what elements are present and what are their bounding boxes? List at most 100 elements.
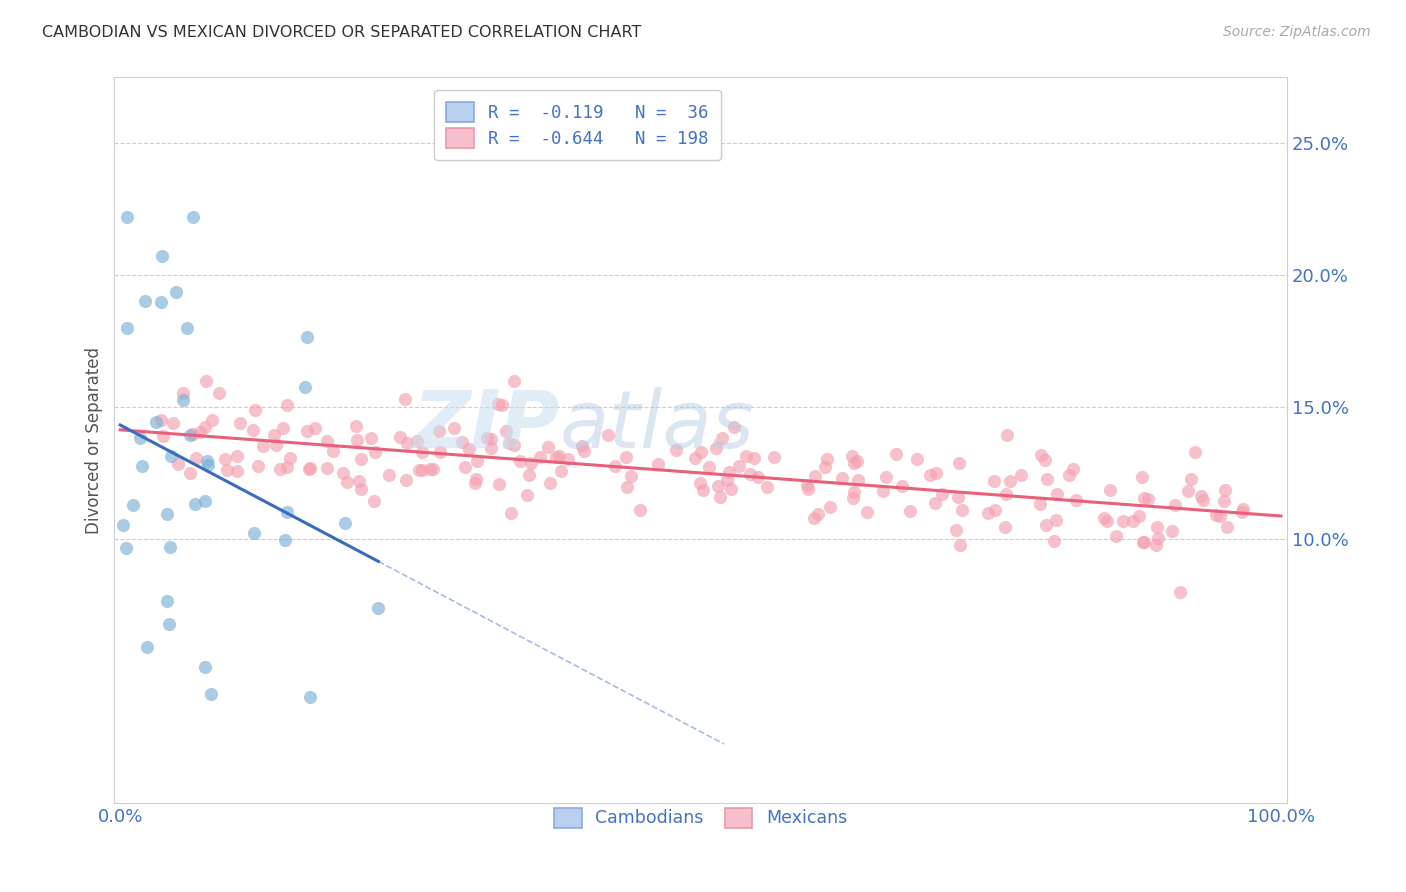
Point [408, 463, 430, 477]
Point [509, 454, 531, 468]
Point [395, 473, 418, 487]
Point [796, 478, 818, 492]
Point [347, 474, 370, 488]
Point [831, 471, 853, 485]
Point [1136, 491, 1159, 506]
Point [181, 427, 204, 442]
Point [814, 459, 837, 474]
Point [464, 476, 486, 491]
Point [501, 506, 523, 520]
Point [1028, 497, 1050, 511]
Point [194, 493, 217, 508]
Point [1133, 491, 1156, 506]
Point [394, 392, 416, 407]
Point [149, 294, 172, 309]
Point [891, 478, 914, 492]
Point [742, 451, 765, 466]
Point [156, 507, 179, 521]
Point [924, 496, 946, 510]
Point [1205, 508, 1227, 522]
Point [1031, 448, 1053, 462]
Point [998, 474, 1021, 488]
Point [1160, 524, 1182, 539]
Point [364, 445, 387, 459]
Point [346, 433, 368, 447]
Point [150, 249, 173, 263]
Point [304, 421, 326, 435]
Point [276, 398, 298, 412]
Point [728, 459, 751, 474]
Point [596, 427, 619, 442]
Point [1213, 493, 1236, 508]
Point [704, 442, 727, 456]
Point [111, 518, 134, 533]
Point [266, 438, 288, 452]
Point [134, 293, 156, 308]
Point [1184, 445, 1206, 459]
Point [1043, 533, 1066, 548]
Point [252, 440, 274, 454]
Point [502, 374, 524, 388]
Point [157, 617, 180, 632]
Point [299, 461, 322, 475]
Point [616, 479, 638, 493]
Text: Source: ZipAtlas.com: Source: ZipAtlas.com [1223, 25, 1371, 39]
Text: CAMBODIAN VS MEXICAN DIVORCED OR SEPARATED CORRELATION CHART: CAMBODIAN VS MEXICAN DIVORCED OR SEPARAT… [42, 25, 641, 40]
Point [179, 428, 201, 442]
Point [295, 424, 318, 438]
Point [298, 462, 321, 476]
Point [949, 538, 972, 552]
Point [709, 490, 731, 504]
Point [720, 482, 742, 496]
Point [360, 432, 382, 446]
Point [1111, 514, 1133, 528]
Point [529, 450, 551, 465]
Point [516, 488, 538, 502]
Point [378, 467, 401, 482]
Point [225, 464, 247, 478]
Point [419, 461, 441, 475]
Point [388, 429, 411, 443]
Point [931, 487, 953, 501]
Point [946, 491, 969, 505]
Point [605, 458, 627, 473]
Point [422, 462, 444, 476]
Point [333, 516, 356, 530]
Point [846, 473, 869, 487]
Point [1128, 508, 1150, 523]
Point [491, 398, 513, 412]
Point [166, 458, 188, 472]
Point [269, 462, 291, 476]
Point [797, 482, 820, 496]
Point [1064, 492, 1087, 507]
Point [1192, 492, 1215, 507]
Point [948, 457, 970, 471]
Point [215, 463, 238, 477]
Point [242, 423, 264, 437]
Point [162, 416, 184, 430]
Point [263, 427, 285, 442]
Point [150, 412, 173, 426]
Point [614, 450, 637, 465]
Point [747, 470, 769, 484]
Point [842, 484, 865, 499]
Point [176, 321, 198, 335]
Point [983, 474, 1005, 488]
Point [804, 469, 827, 483]
Point [229, 416, 252, 430]
Point [875, 470, 897, 484]
Point [628, 503, 651, 517]
Point [1035, 517, 1057, 532]
Point [294, 380, 316, 394]
Point [1122, 514, 1144, 528]
Point [807, 507, 830, 521]
Text: ZIP: ZIP [412, 387, 560, 465]
Point [945, 523, 967, 537]
Point [738, 467, 761, 482]
Point [411, 463, 433, 477]
Point [1062, 462, 1084, 476]
Point [898, 504, 921, 518]
Point [1035, 453, 1057, 467]
Point [803, 511, 825, 525]
Point [1045, 513, 1067, 527]
